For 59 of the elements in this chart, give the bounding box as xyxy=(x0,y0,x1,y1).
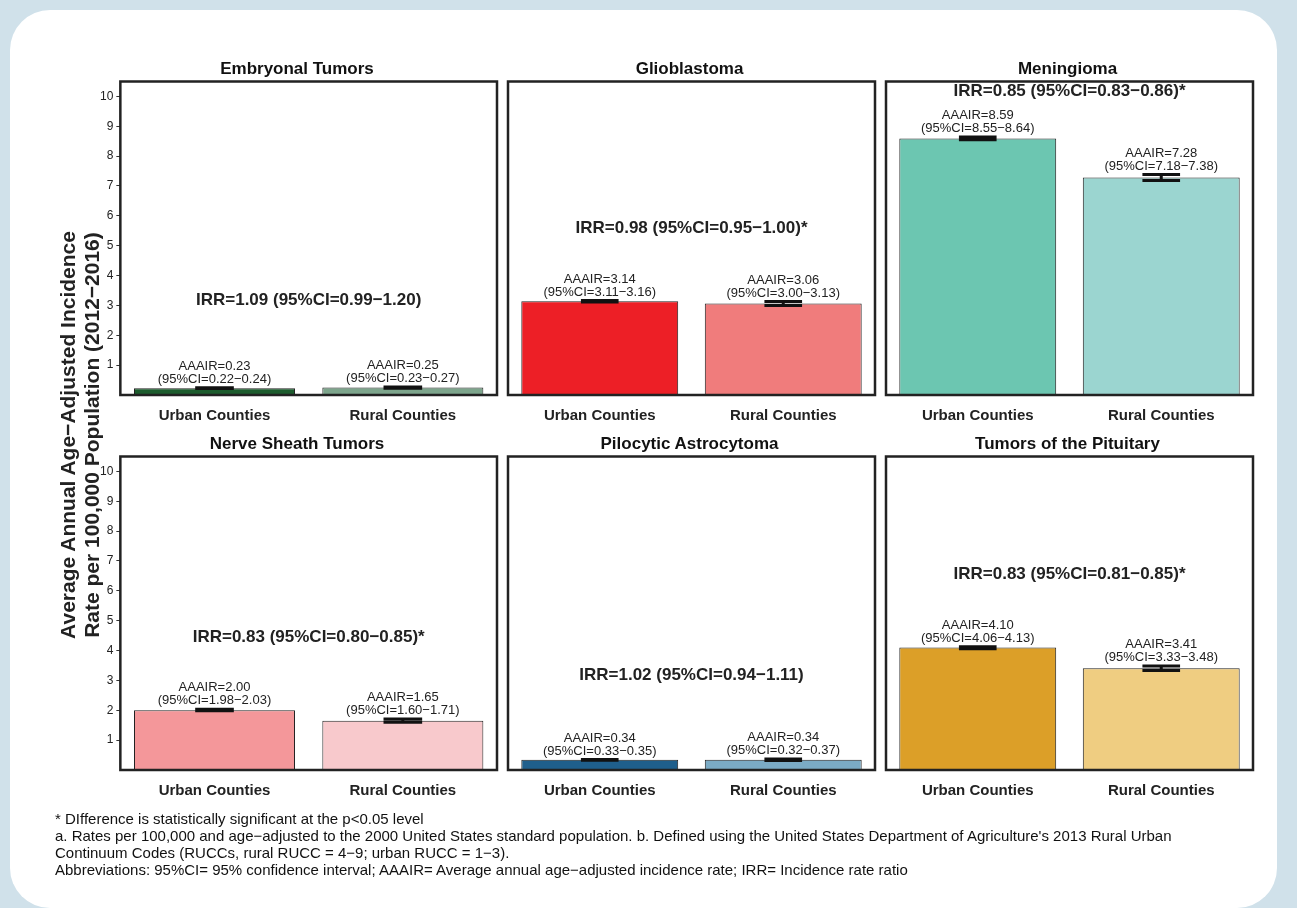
x-tick-label: Urban Counties xyxy=(921,781,1034,799)
data-label: AAAIR=7.28 (95%CI=7.18−7.38) xyxy=(1104,144,1218,173)
x-tick-label: Urban Counties xyxy=(921,406,1034,424)
x-tick-label: Rural Counties xyxy=(729,406,837,424)
x-tick-label: Urban Counties xyxy=(158,781,271,799)
data-label: AAAIR=3.06 (95%CI=3.00−3.13) xyxy=(726,271,840,300)
text: * DIfference is statistically significant at the p<0.05 level xyxy=(55,810,425,827)
chart-title: Pilocytic Astrocytoma xyxy=(600,433,779,453)
data-label: AAAIR=0.34 (95%CI=0.33−0.35) xyxy=(543,729,657,758)
annotation: IRR=0.83 (95%CI=0.81−0.85)* xyxy=(953,563,1186,583)
y-tick-label: 7 xyxy=(106,553,114,568)
annotation: IRR=0.98 (95%CI=0.95−1.00)* xyxy=(575,217,808,237)
y-tick-label: 10 xyxy=(99,463,114,478)
chart-title: Glioblastoma xyxy=(635,58,744,78)
x-tick-label: Rural Counties xyxy=(349,406,457,424)
data-label: AAAIR=3.14 (95%CI=3.11−3.16) xyxy=(543,270,656,299)
y-tick-label: 6 xyxy=(106,583,114,598)
chart-title: Nerve Sheath Tumors xyxy=(209,433,385,453)
annotation: IRR=1.02 (95%CI=0.94−1.11) xyxy=(579,665,804,685)
x-tick-label: Rural Counties xyxy=(1107,781,1215,799)
y-tick-label: 8 xyxy=(106,523,114,538)
annotation: IRR=0.85 (95%CI=0.83−0.86)* xyxy=(953,81,1186,101)
data-label: AAAIR=8.59 (95%CI=8.55−8.64) xyxy=(921,106,1035,135)
chart-title: Embryonal Tumors xyxy=(220,58,374,78)
data-label: AAAIR=0.25 (95%CI=0.23−0.27) xyxy=(346,356,460,385)
y-tick-label: 5 xyxy=(106,237,114,252)
y-tick-label: 2 xyxy=(106,702,114,717)
y-tick-label: 3 xyxy=(106,297,114,312)
data-label: AAAIR=3.41 (95%CI=3.33−3.48) xyxy=(1104,636,1218,665)
data-label: AAAIR=1.65 (95%CI=1.60−1.71) xyxy=(346,688,460,717)
annotation: IRR=0.83 (95%CI=0.80−0.85)* xyxy=(192,626,426,646)
chart-title: Tumors of the Pituitary xyxy=(975,433,1161,453)
y-tick-label: 4 xyxy=(106,267,114,282)
annotation: IRR=1.09 (95%CI=0.99−1.20) xyxy=(195,290,422,310)
x-tick-label: Urban Counties xyxy=(543,781,656,799)
y-tick-label: 7 xyxy=(106,178,114,193)
chart-title: Meningioma xyxy=(1017,58,1118,78)
y-tick-label: 9 xyxy=(106,118,114,133)
data-label: AAAIR=4.10 (95%CI=4.06−4.13) xyxy=(921,616,1035,645)
y-tick-label: 1 xyxy=(106,357,114,372)
text: Abbreviations: 95%CI= 95% confidence interval; AAAIR= Average annual age−adjusted incidence rate; IRR= Incidence rate ratio xyxy=(55,861,909,878)
y-tick-label: 10 xyxy=(99,88,114,103)
y-tick-label: 6 xyxy=(106,208,114,223)
data-label: AAAIR=2.00 (95%CI=1.98−2.03) xyxy=(157,679,272,708)
y-tick-label: 3 xyxy=(106,672,114,687)
x-tick-label: Urban Counties xyxy=(158,406,271,424)
y-tick-label: 8 xyxy=(106,148,114,163)
x-tick-label: Rural Counties xyxy=(349,781,457,799)
y-tick-label: 4 xyxy=(106,642,114,657)
y-tick-label: 5 xyxy=(106,612,114,627)
x-tick-label: Urban Counties xyxy=(543,406,656,424)
data-label: AAAIR=0.34 (95%CI=0.32−0.37) xyxy=(726,728,840,757)
x-tick-label: Rural Counties xyxy=(1107,406,1215,424)
data-label: AAAIR=0.23 (95%CI=0.22−0.24) xyxy=(157,357,272,386)
y-tick-label: 2 xyxy=(106,327,114,342)
y-tick-label: 1 xyxy=(106,732,114,747)
x-tick-label: Rural Counties xyxy=(729,781,837,799)
y-tick-label: 9 xyxy=(106,493,114,508)
text: a. Rates per 100,000 and age−adjusted to the 2000 United States standard population. b. Defined using the United States Department of Agriculture's 2013 Rural Urban Continuum Codes (RUCCs, rural RUCC = 4−9; urban RUCC = 1−3). xyxy=(55,827,1173,861)
